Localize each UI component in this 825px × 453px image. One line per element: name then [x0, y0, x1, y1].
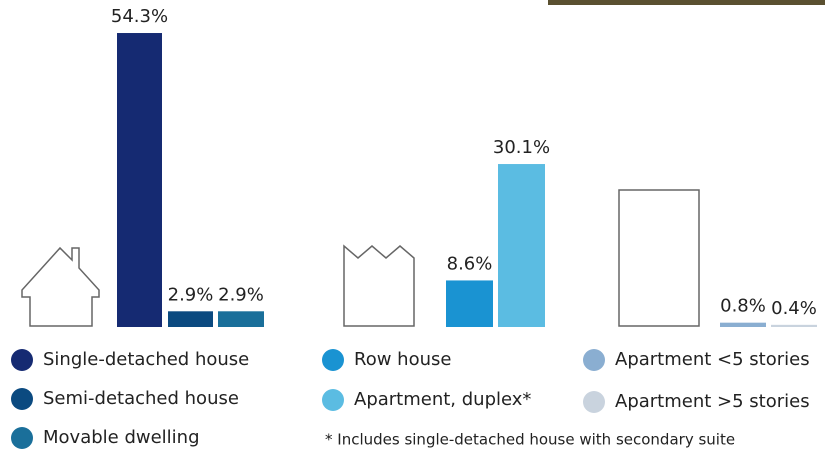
value-label: 8.6% [447, 253, 493, 274]
value-label: 0.4% [771, 298, 817, 319]
legend-label: Apartment, duplex* [354, 389, 531, 410]
legend-label: Semi-detached house [43, 388, 239, 409]
legend-label: Single-detached house [43, 349, 249, 370]
apartment-icon [618, 189, 700, 327]
legend-swatch [583, 391, 605, 413]
legend-label: Row house [354, 349, 451, 370]
bar [771, 324, 817, 327]
legend-swatch [11, 349, 33, 371]
legend-swatch [11, 388, 33, 410]
legend-swatch [11, 427, 33, 449]
legend-label: Apartment <5 stories [615, 349, 810, 370]
value-label: 30.1% [493, 137, 550, 158]
photo-edge [548, 0, 825, 5]
row-house-icon [343, 244, 415, 327]
legend-label: Movable dwelling [43, 427, 200, 448]
value-label: 2.9% [218, 284, 264, 305]
value-label: 0.8% [720, 296, 766, 317]
legend-label: Apartment >5 stories [615, 391, 810, 412]
bar [720, 322, 766, 327]
value-label: 2.9% [168, 284, 214, 305]
bar [446, 280, 493, 327]
bar [498, 164, 545, 327]
bar [168, 311, 213, 327]
legend-swatch [322, 349, 344, 371]
house-icon [21, 246, 100, 327]
bar [218, 311, 264, 327]
legend-swatch [583, 349, 605, 371]
bar [117, 33, 162, 327]
footnote: * Includes single-detached house with se… [325, 431, 735, 449]
legend-swatch [322, 389, 344, 411]
value-label: 54.3% [111, 6, 168, 27]
